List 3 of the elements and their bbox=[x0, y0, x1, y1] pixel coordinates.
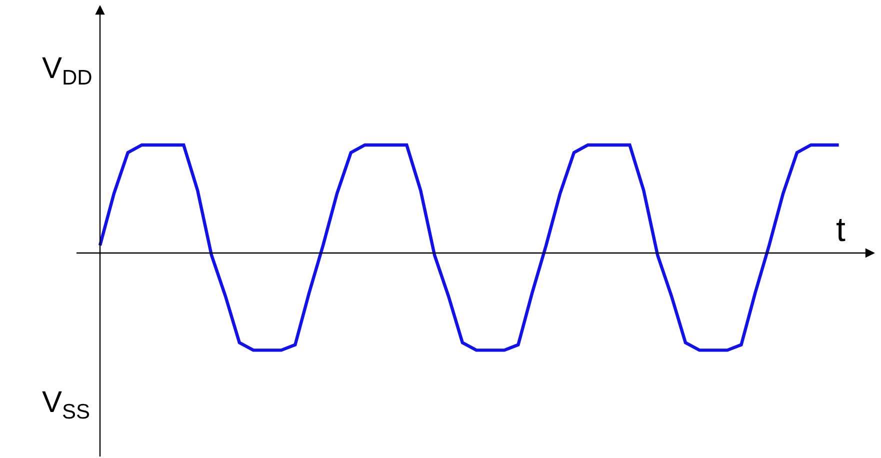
x-axis-title: t bbox=[836, 211, 846, 249]
text: V$_{SS}$ bbox=[42, 386, 90, 424]
text: V$_{DD}$ bbox=[42, 52, 92, 90]
